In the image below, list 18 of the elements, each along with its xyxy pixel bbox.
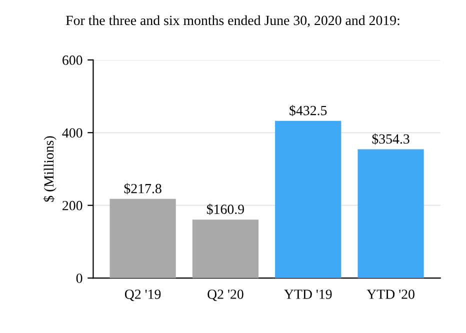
data-label: $432.5	[290, 105, 327, 116]
bar	[192, 220, 259, 278]
data-label: $354.3	[372, 133, 410, 145]
y-tick-label: 0	[76, 274, 82, 284]
bar	[110, 198, 176, 278]
data-label: $160.9	[206, 204, 244, 215]
y-axis-title: $ (Millions)	[43, 136, 56, 202]
y-tick-label: 600	[62, 56, 82, 65]
x-tick-label: Q2 '20	[208, 290, 244, 302]
x-tick-label: Q2 '19	[124, 290, 161, 302]
x-tick-label: YTD '19	[284, 290, 332, 299]
bar	[358, 149, 424, 278]
data-label: $217.8	[124, 183, 162, 194]
chart-title: For the three and six months ended June 30, 2020 and 2019:	[66, 15, 400, 28]
y-tick-label: 400	[62, 128, 82, 138]
bar	[275, 120, 342, 278]
y-tick-label: 200	[62, 200, 82, 210]
x-tick-label: YTD '20	[366, 290, 414, 299]
